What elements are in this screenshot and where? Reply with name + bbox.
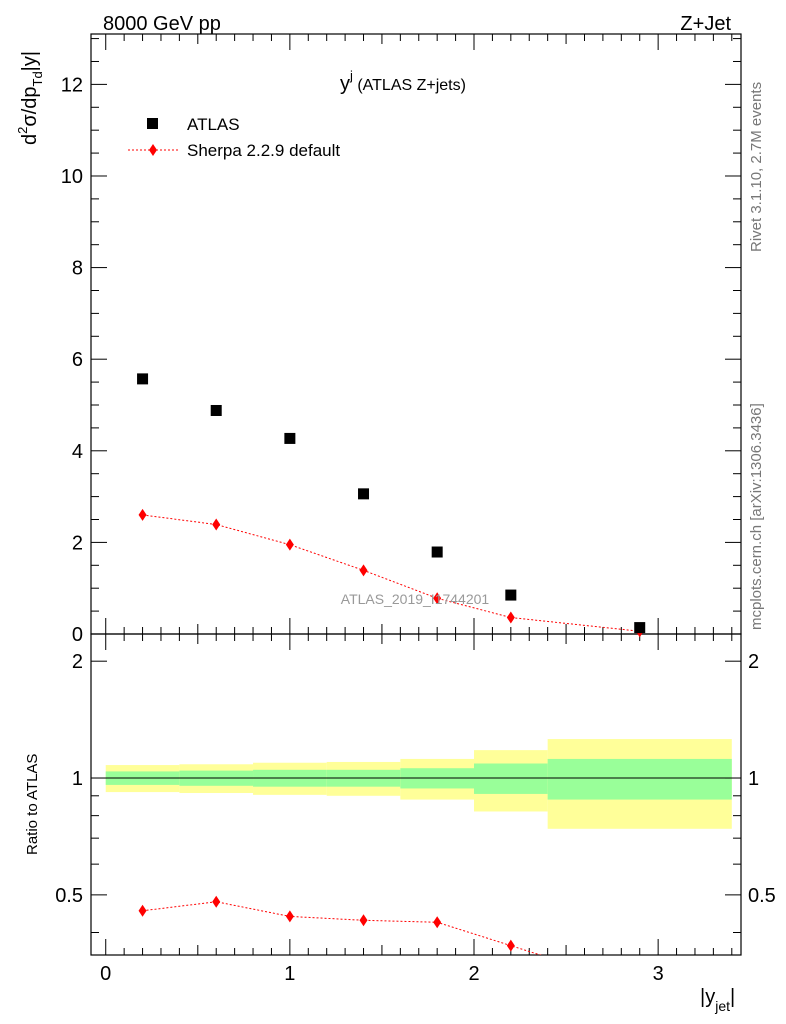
analysis-watermark: ATLAS_2019_I1744201: [341, 591, 490, 607]
header-right-label: Z+Jet: [680, 13, 731, 35]
mc-line: [142, 514, 640, 632]
legend-mc-label: Sherpa 2.2.9 default: [187, 141, 340, 160]
ratio-mc-series: [138, 895, 542, 955]
ratio-y-tick-label: 1: [72, 768, 83, 790]
plot-title: yj (ATLAS Z+jets): [340, 68, 466, 95]
mcplots-info: mcplots.cern.ch [arXiv:1306.3436]: [748, 403, 765, 630]
data-point: [358, 488, 370, 500]
mc-point: [212, 518, 221, 531]
main-y-tick-label: 2: [72, 532, 83, 554]
ratio-y-tick-label-right: 1: [748, 768, 759, 790]
data-point: [210, 404, 222, 416]
main-y-tick-label: 8: [72, 258, 83, 280]
ratio-panel-frame: [90, 633, 742, 956]
data-point: [634, 622, 646, 634]
main-y-tick-label: 12: [61, 74, 83, 96]
x-tick-label: 0: [100, 963, 111, 985]
data-point: [137, 373, 149, 385]
plot-title-sup: j: [349, 68, 353, 83]
mc-point: [506, 611, 515, 624]
ratio-mc-point: [138, 904, 147, 917]
ratio-uncertainty-bands: [105, 739, 732, 829]
data-point: [284, 432, 296, 444]
ratio-mc-point: [359, 914, 368, 927]
ratio-y-tick-label: 0.5: [55, 885, 83, 907]
ratio-mc-point: [212, 895, 221, 908]
legend-mc-marker: [149, 144, 157, 156]
data-series: [137, 373, 646, 634]
mc-point: [138, 508, 147, 521]
ylabel-part1: d: [19, 134, 41, 145]
mc-point: [433, 592, 442, 605]
ratio-y-tick-label-right: 2: [748, 651, 759, 673]
x-axis-label: |yjet|: [700, 986, 735, 1014]
ratio-mc-point: [433, 916, 442, 929]
xlabel-sub: jet: [714, 998, 730, 1014]
main-y-tick-label: 6: [72, 349, 83, 371]
legend-data-marker: [147, 118, 158, 129]
legend: ATLAS Sherpa 2.2.9 default: [128, 115, 340, 160]
x-tick-label: 2: [468, 963, 479, 985]
ratio-mc-point: [285, 910, 294, 923]
main-y-tick-label: 0: [72, 624, 83, 646]
ylabel-part3: |y|: [19, 51, 41, 71]
main-y-tick-label: 4: [72, 441, 83, 463]
plot-title-main: y: [340, 73, 350, 95]
xlabel-end: |: [730, 986, 735, 1008]
header-left-label: 8000 GeV pp: [103, 13, 221, 35]
plot-title-suffix: (ATLAS Z+jets): [353, 77, 466, 94]
y-axis-label-main: d2σ/dpTd|y|: [15, 51, 45, 145]
data-point: [505, 589, 517, 601]
x-tick-label: 3: [653, 963, 664, 985]
ylabel-part2: σ/dp: [19, 86, 41, 126]
ratio-mc-point: [506, 939, 515, 952]
ylabel-sub: Td: [30, 71, 45, 86]
ylabel-sup: 2: [15, 127, 30, 134]
xlabel-main: |y: [700, 986, 715, 1008]
ratio-y-tick-label: 2: [72, 651, 83, 673]
x-tick-label: 1: [284, 963, 295, 985]
rivet-info: Rivet 3.1.10, 2.7M events: [748, 82, 765, 252]
legend-data-label: ATLAS: [187, 115, 240, 134]
main-y-tick-label: 10: [61, 166, 83, 188]
mc-point: [285, 538, 294, 551]
ratio-mc-line: [142, 901, 542, 955]
band-inner-bin: [474, 763, 548, 794]
y-axis-label-ratio: Ratio to ATLAS: [24, 754, 41, 855]
ratio-y-tick-label-right: 0.5: [748, 885, 776, 907]
data-point: [431, 546, 443, 558]
mc-point: [359, 564, 368, 577]
band-inner-bin: [547, 758, 732, 800]
